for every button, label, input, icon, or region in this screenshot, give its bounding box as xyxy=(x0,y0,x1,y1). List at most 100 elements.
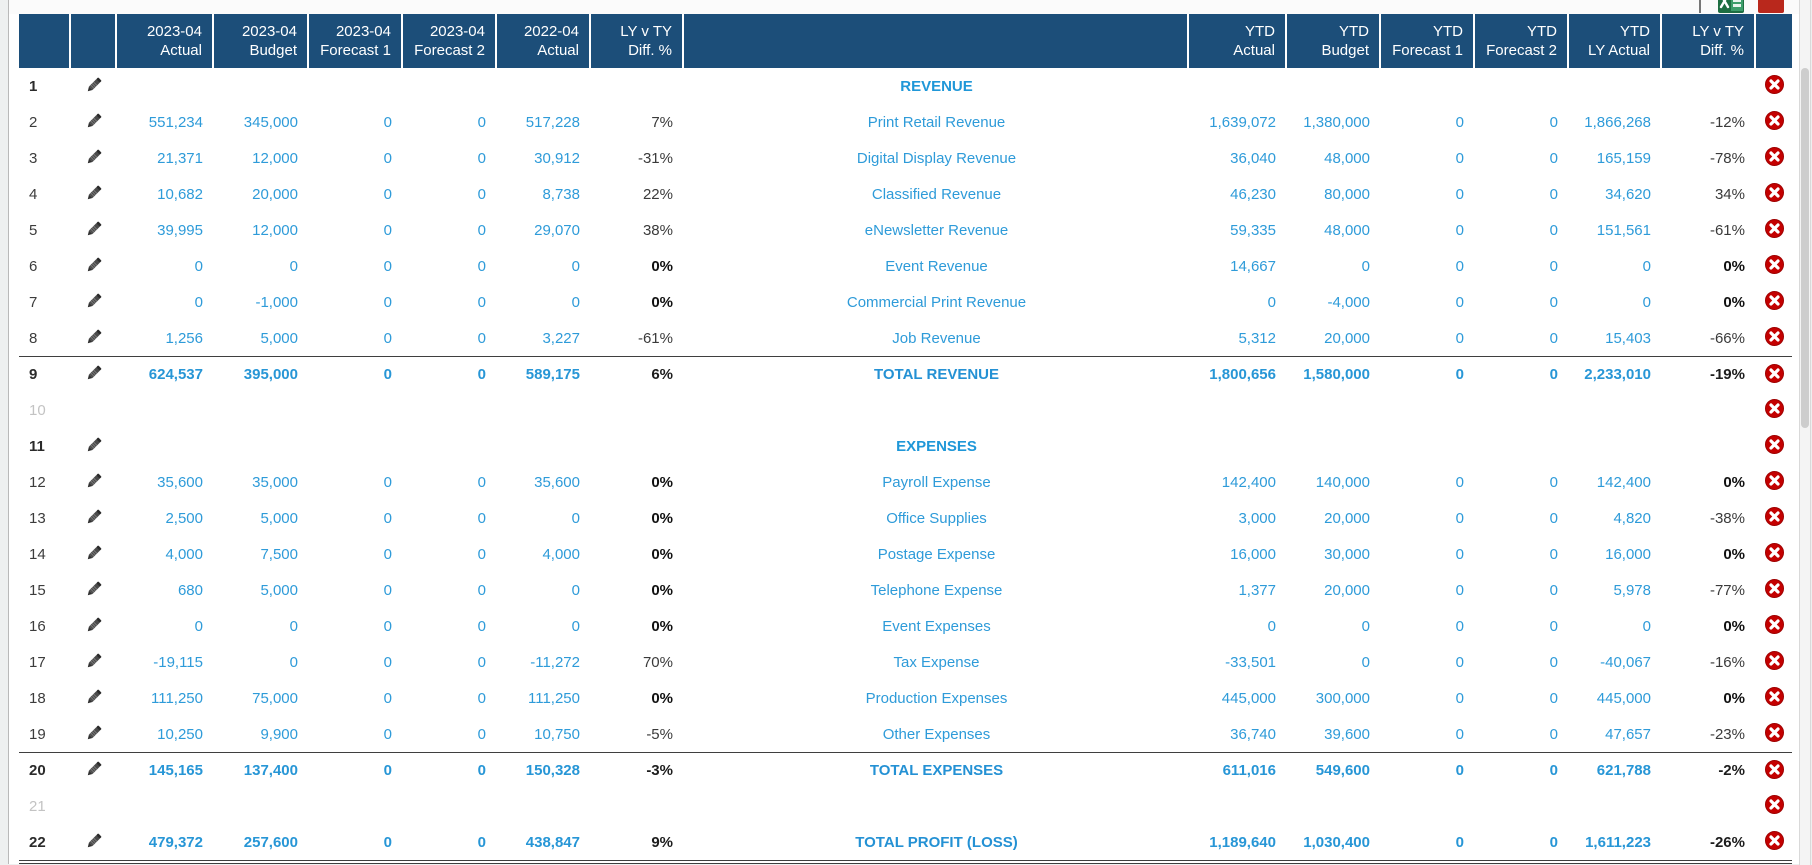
cell-ytd-diff: -26% xyxy=(1709,833,1745,851)
cell-ytd-diff: -2% xyxy=(1718,762,1745,779)
delete-row-button[interactable] xyxy=(1764,651,1784,673)
delete-row-button[interactable] xyxy=(1764,723,1784,745)
edit-row-button[interactable] xyxy=(84,579,104,602)
delete-cell xyxy=(1756,680,1792,716)
edit-row-button[interactable] xyxy=(84,255,104,278)
cell-prior-year-actual xyxy=(497,788,591,824)
cell-ytd-actual xyxy=(1189,788,1287,824)
delete-row-button[interactable] xyxy=(1764,507,1784,529)
edit-row-button[interactable] xyxy=(84,291,104,314)
cell-ytd-ly-actual xyxy=(1569,68,1662,104)
delete-row-button[interactable] xyxy=(1764,687,1784,709)
cell-month-budget: 20,000 xyxy=(252,185,298,203)
delete-cell xyxy=(1756,788,1792,824)
edit-row-button[interactable] xyxy=(84,435,104,458)
cell-ytd-budget: 39,600 xyxy=(1324,725,1370,743)
cell-ytd-actual: 59,335 xyxy=(1230,221,1276,239)
edit-row-button[interactable] xyxy=(84,615,104,638)
delete-cell xyxy=(1756,284,1792,320)
scrollbar-thumb[interactable] xyxy=(1801,68,1809,428)
delete-row-button[interactable] xyxy=(1764,147,1784,169)
excel-export-icon[interactable] xyxy=(1717,0,1745,13)
cell-ytd-actual: 1,189,640 xyxy=(1209,833,1276,851)
account-label: eNewsletter Revenue xyxy=(864,221,1009,239)
table-row: 18 111,250 75,000 0 0 111,250 xyxy=(19,680,1792,716)
edit-row-button[interactable] xyxy=(84,111,104,134)
edit-row-button[interactable] xyxy=(84,471,104,494)
row-number: 14 xyxy=(29,545,46,563)
cell-ytd-forecast-2: 0 xyxy=(1549,762,1558,779)
delete-row-button[interactable] xyxy=(1764,795,1784,817)
cell-month-forecast-1: 0 xyxy=(383,581,392,599)
cell-month-actual: 1,256 xyxy=(165,329,203,347)
edit-cell xyxy=(71,248,117,284)
vertical-scrollbar[interactable] xyxy=(1799,0,1811,865)
edit-row-button[interactable] xyxy=(84,219,104,242)
cell-ytd-forecast-1: 0 xyxy=(1455,762,1464,779)
delete-icon xyxy=(1764,255,1784,277)
delete-row-button[interactable] xyxy=(1764,579,1784,601)
delete-icon xyxy=(1764,219,1784,241)
cell-ytd-actual xyxy=(1189,392,1287,428)
delete-row-button[interactable] xyxy=(1764,183,1784,205)
edit-row-button[interactable] xyxy=(84,507,104,530)
cell-ytd-diff: -19% xyxy=(1709,366,1745,383)
account-label: Classified Revenue xyxy=(871,185,1002,203)
cell-prior-year-actual: 517,228 xyxy=(525,113,580,131)
edit-row-button[interactable] xyxy=(84,75,104,98)
delete-row-button[interactable] xyxy=(1764,255,1784,277)
account-label xyxy=(684,392,1189,428)
cell-month-actual: 624,537 xyxy=(148,366,203,383)
edit-row-button[interactable] xyxy=(84,831,104,854)
table-row: 12 35,600 35,000 0 0 35,600 xyxy=(19,464,1792,500)
pencil-icon xyxy=(84,507,104,530)
delete-row-button[interactable] xyxy=(1764,75,1784,97)
delete-row-button[interactable] xyxy=(1764,471,1784,493)
delete-row-button[interactable] xyxy=(1764,543,1784,565)
edit-row-button[interactable] xyxy=(84,183,104,206)
delete-cell xyxy=(1756,644,1792,680)
cell-ytd-forecast-2: 0 xyxy=(1549,113,1558,131)
cell-month-actual xyxy=(117,788,214,824)
edit-cell xyxy=(71,428,117,464)
cell-month-forecast-2: 0 xyxy=(477,473,486,491)
delete-row-button[interactable] xyxy=(1764,435,1784,457)
cell-month-budget xyxy=(214,788,309,824)
cell-month-forecast-2: 0 xyxy=(477,653,486,671)
cell-month-actual: -19,115 xyxy=(153,653,203,671)
delete-row-button[interactable] xyxy=(1764,363,1784,386)
delete-row-button[interactable] xyxy=(1764,111,1784,133)
cell-ytd-forecast-1: 0 xyxy=(1455,257,1464,275)
cell-ytd-forecast-2: 0 xyxy=(1549,221,1558,239)
cell-ytd-forecast-2: 0 xyxy=(1549,185,1558,203)
delete-row-button[interactable] xyxy=(1764,615,1784,637)
col-header-month-forecast-2: 2023-04 Forecast 2 xyxy=(403,14,497,68)
cell-month-actual: 2,500 xyxy=(165,509,203,527)
cell-ytd-budget: -4,000 xyxy=(1327,293,1370,311)
edit-row-button[interactable] xyxy=(84,363,104,386)
delete-icon xyxy=(1764,651,1784,673)
cell-ytd-budget: 20,000 xyxy=(1324,581,1370,599)
delete-row-button[interactable] xyxy=(1764,327,1784,349)
edit-row-button[interactable] xyxy=(84,759,104,782)
cell-ytd-actual: 5,312 xyxy=(1238,329,1276,347)
delete-row-button[interactable] xyxy=(1764,831,1784,853)
delete-row-button[interactable] xyxy=(1764,291,1784,313)
delete-row-button[interactable] xyxy=(1764,219,1784,241)
edit-row-button[interactable] xyxy=(84,543,104,566)
cell-month-forecast-2: 0 xyxy=(477,257,486,275)
delete-row-button[interactable] xyxy=(1764,759,1784,782)
edit-row-button[interactable] xyxy=(84,147,104,170)
edit-cell xyxy=(71,320,117,356)
account-label: Other Expenses xyxy=(882,725,991,743)
edit-row-button[interactable] xyxy=(84,723,104,746)
edit-row-button[interactable] xyxy=(84,327,104,350)
cell-ytd-budget: 1,380,000 xyxy=(1303,113,1370,131)
cell-ytd-budget: 80,000 xyxy=(1324,185,1370,203)
edit-row-button[interactable] xyxy=(84,651,104,674)
pencil-icon xyxy=(84,183,104,206)
edit-row-button[interactable] xyxy=(84,687,104,710)
delete-row-button[interactable] xyxy=(1764,399,1784,421)
pdf-export-icon[interactable] xyxy=(1757,0,1785,13)
cell-ytd-budget xyxy=(1287,428,1381,464)
